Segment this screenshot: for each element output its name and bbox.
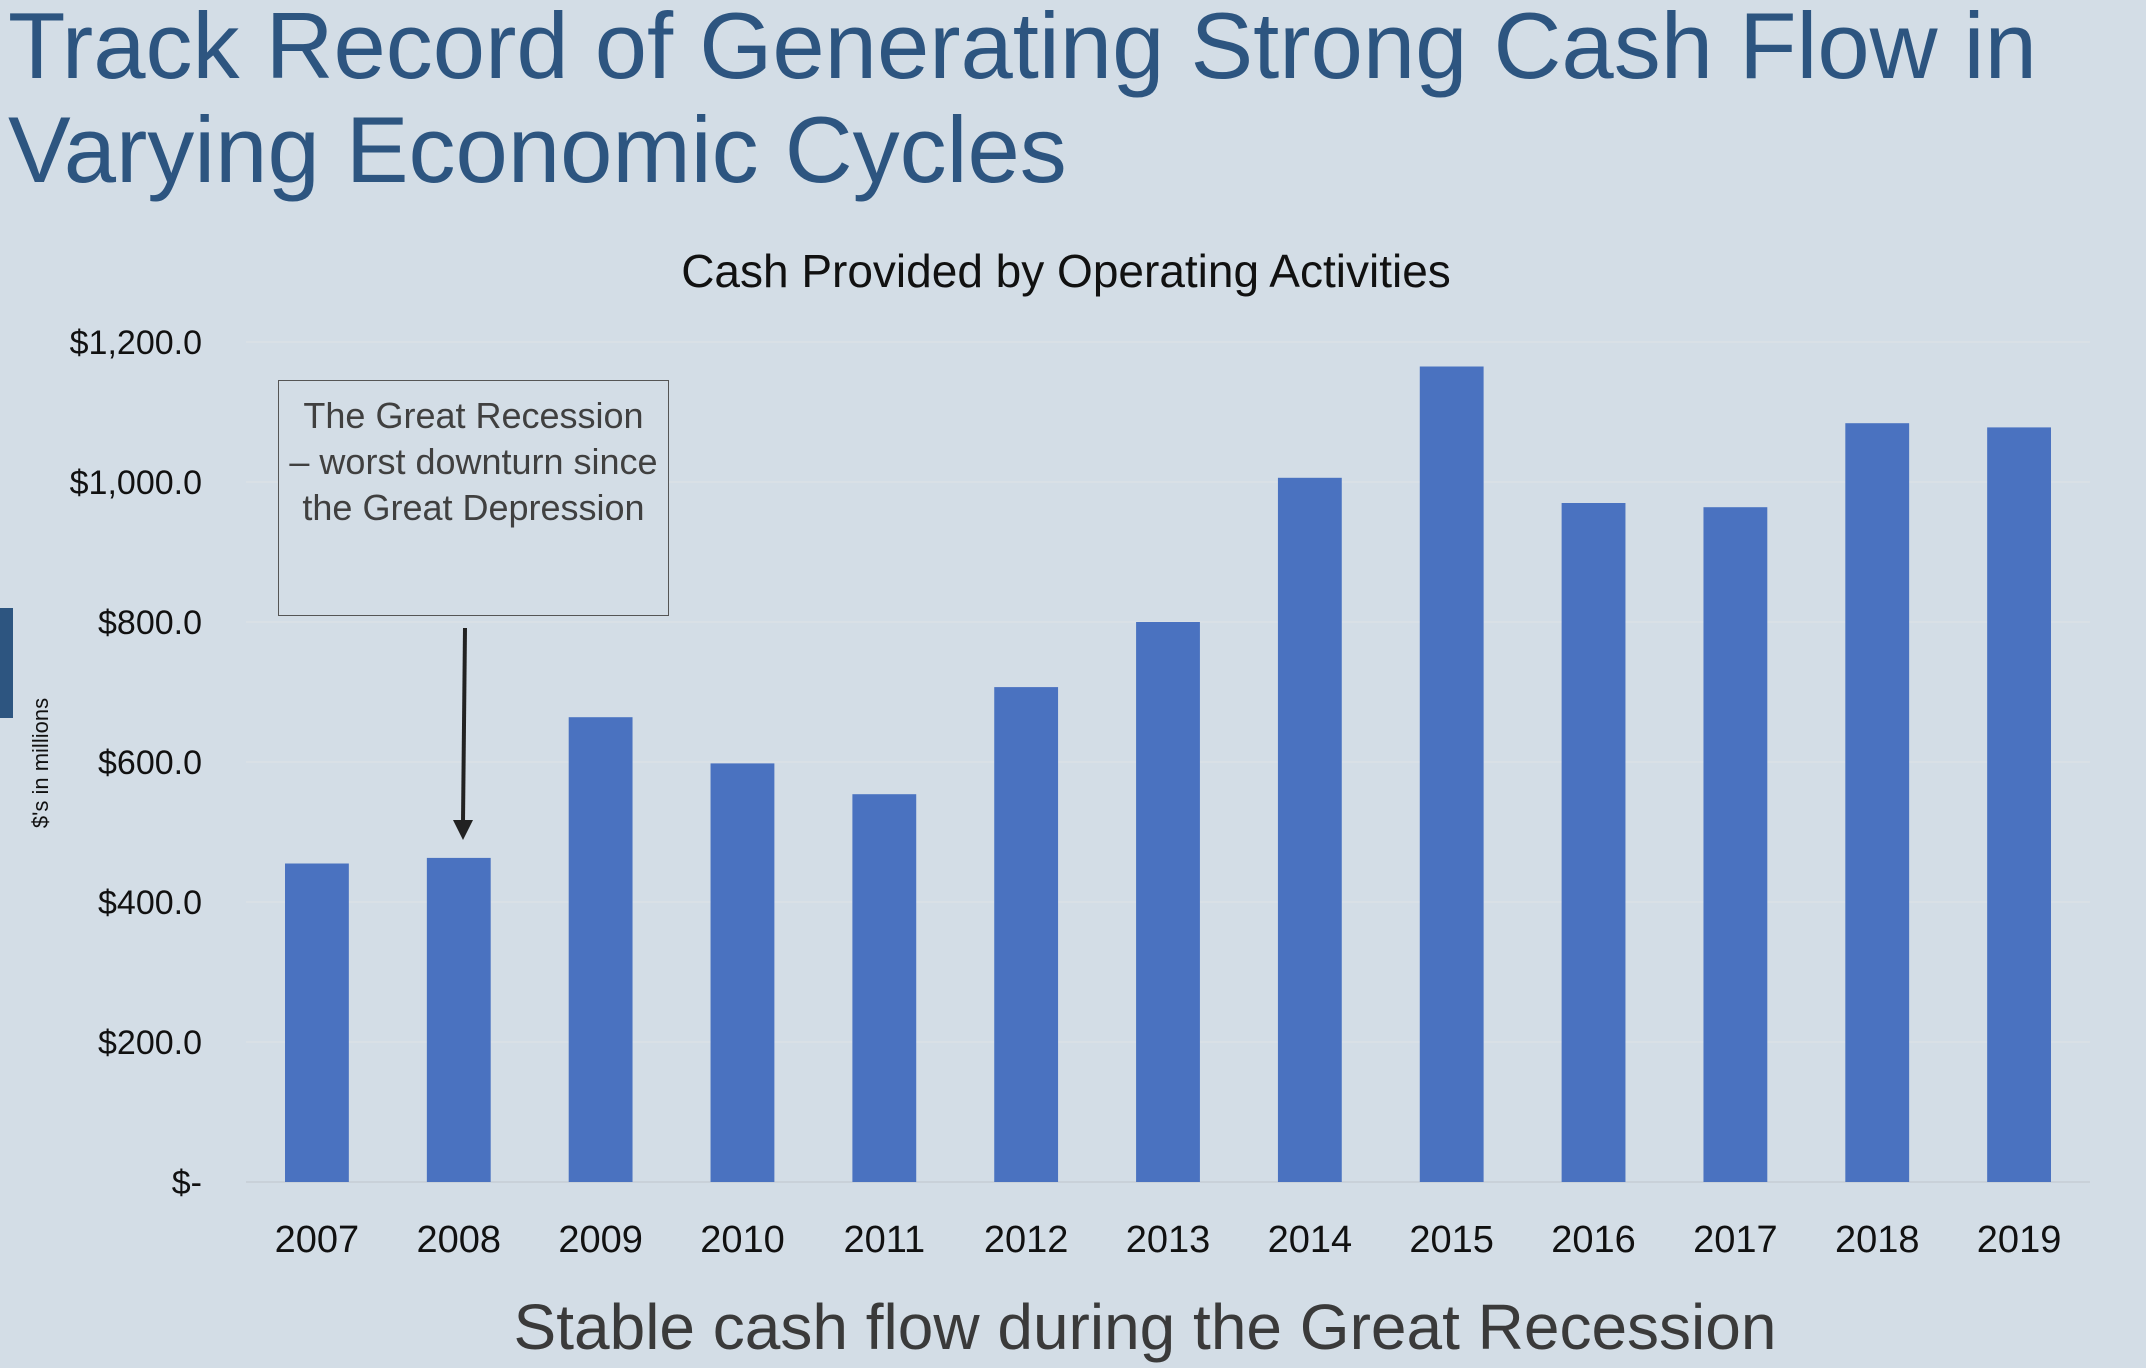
bar-2012 — [994, 687, 1059, 1182]
x-tick-label: 2016 — [1551, 1219, 1636, 1261]
bar-2010 — [710, 763, 775, 1182]
bar-2018 — [1845, 423, 1910, 1182]
bar-2009 — [568, 717, 633, 1182]
bar-2013 — [1136, 622, 1200, 1182]
bar-2008 — [426, 857, 491, 1182]
x-axis-ticks: 2007 2008 2009 2010 2011 2012 2013 2014 2015 2016… — [275, 1219, 2062, 1261]
y-tick-label: $800.0 — [98, 604, 202, 642]
accent-bar — [0, 608, 13, 718]
annotation-callout: The Great Recession – worst downturn sin… — [278, 380, 669, 616]
y-tick-label: $1,000.0 — [70, 464, 202, 502]
annotation-text: The Great Recession – worst downturn sin… — [289, 395, 658, 528]
x-tick-label: 2010 — [700, 1219, 785, 1261]
annotation-arrow — [453, 627, 473, 840]
x-tick-label: 2018 — [1835, 1219, 1920, 1261]
y-axis-ticks: $- $200.0 $400.0 $600.0 $800.0 $1,000.0 $1,200… — [70, 324, 202, 1202]
y-tick-label: $200.0 — [98, 1024, 202, 1062]
bar-2017 — [1703, 507, 1768, 1182]
x-tick-label: 2011 — [843, 1219, 925, 1261]
x-tick-label: 2015 — [1409, 1219, 1494, 1261]
y-tick-label: $- — [172, 1164, 202, 1202]
bar-2019 — [1987, 427, 2051, 1182]
bar-2007 — [285, 863, 349, 1182]
bar-2015 — [1419, 366, 1484, 1182]
bars — [285, 366, 2051, 1182]
x-tick-label: 2013 — [1126, 1219, 1211, 1261]
x-tick-label: 2017 — [1693, 1219, 1778, 1261]
x-tick-label: 2009 — [558, 1219, 643, 1261]
y-tick-label: $400.0 — [98, 884, 202, 922]
slide-title: Track Record of Generating Strong Cash F… — [8, 0, 2037, 202]
x-tick-label: 2007 — [275, 1219, 360, 1261]
x-tick-label: 2008 — [416, 1219, 501, 1261]
bar-2014 — [1277, 477, 1342, 1182]
slide-subtitle: Stable cash flow during the Great Recess… — [513, 1291, 1777, 1363]
bar-2016 — [1561, 503, 1626, 1182]
y-axis-label: $'s in millions — [28, 698, 53, 828]
x-tick-label: 2012 — [984, 1219, 1069, 1261]
bar-2011 — [852, 794, 917, 1182]
y-tick-label: $600.0 — [98, 744, 202, 782]
chart-title: Cash Provided by Operating Activities — [681, 245, 1451, 297]
x-tick-label: 2014 — [1268, 1219, 1353, 1261]
y-tick-label: $1,200.0 — [70, 324, 202, 362]
x-tick-label: 2019 — [1977, 1219, 2062, 1261]
